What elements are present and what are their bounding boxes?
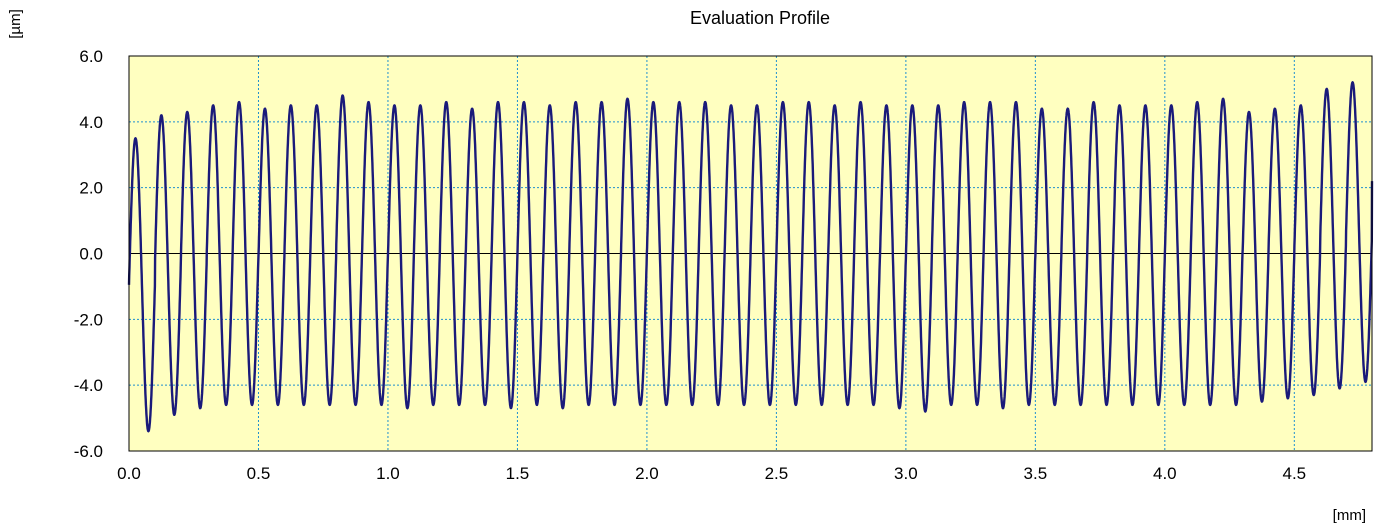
y-tick-label: -6.0	[74, 442, 103, 461]
y-tick-label: 6.0	[79, 47, 103, 66]
series-layer	[127, 81, 1374, 433]
x-tick-label: 4.0	[1153, 464, 1177, 483]
plot-frame	[128, 55, 1373, 452]
y-tick-label: -2.0	[74, 310, 103, 329]
y-tick-label: -4.0	[74, 376, 103, 395]
y-tick-labels: -6.0 -4.0 -2.0 0.0 2.0 4.0 6.0	[74, 47, 103, 461]
y-axis-unit-label: [µm]	[7, 9, 24, 38]
x-tick-label: 1.0	[376, 464, 400, 483]
y-tick-label: 4.0	[79, 113, 103, 132]
x-axis-unit-label: [mm]	[1333, 507, 1366, 524]
profile-line	[127, 81, 1374, 433]
x-tick-label: 0.0	[117, 464, 141, 483]
x-tick-labels: 0.0 0.5 1.0 1.5 2.0 2.5 3.0 3.5 4.0 4.5	[117, 464, 1306, 483]
x-tick-label: 1.5	[506, 464, 530, 483]
x-tick-label: 2.5	[765, 464, 789, 483]
x-tick-label: 4.5	[1282, 464, 1306, 483]
x-tick-label: 3.5	[1024, 464, 1048, 483]
chart-title: Evaluation Profile	[690, 8, 830, 28]
x-tick-label: 2.0	[635, 464, 659, 483]
x-tick-label: 0.5	[247, 464, 271, 483]
y-tick-label: 2.0	[79, 179, 103, 198]
x-tick-label: 3.0	[894, 464, 918, 483]
y-tick-label: 0.0	[79, 245, 103, 264]
